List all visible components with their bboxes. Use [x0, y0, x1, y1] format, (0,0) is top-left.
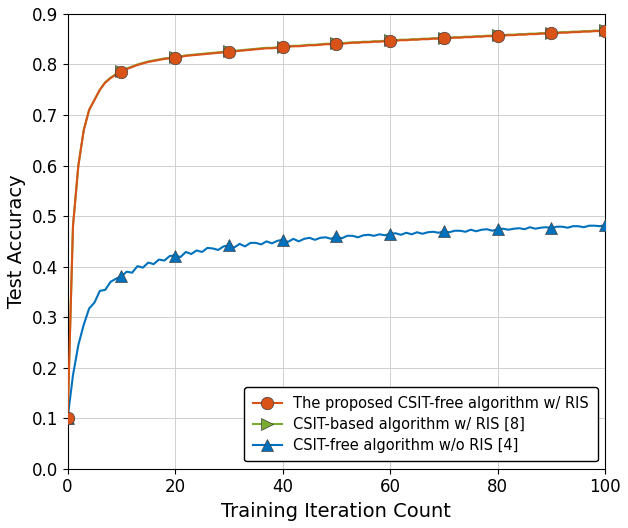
- Legend: The proposed CSIT-free algorithm w/ RIS, CSIT-based algorithm w/ RIS [8], CSIT-f: The proposed CSIT-free algorithm w/ RIS,…: [244, 388, 598, 461]
- X-axis label: Training Iteration Count: Training Iteration Count: [222, 502, 452, 521]
- Y-axis label: Test Accuracy: Test Accuracy: [7, 175, 26, 308]
